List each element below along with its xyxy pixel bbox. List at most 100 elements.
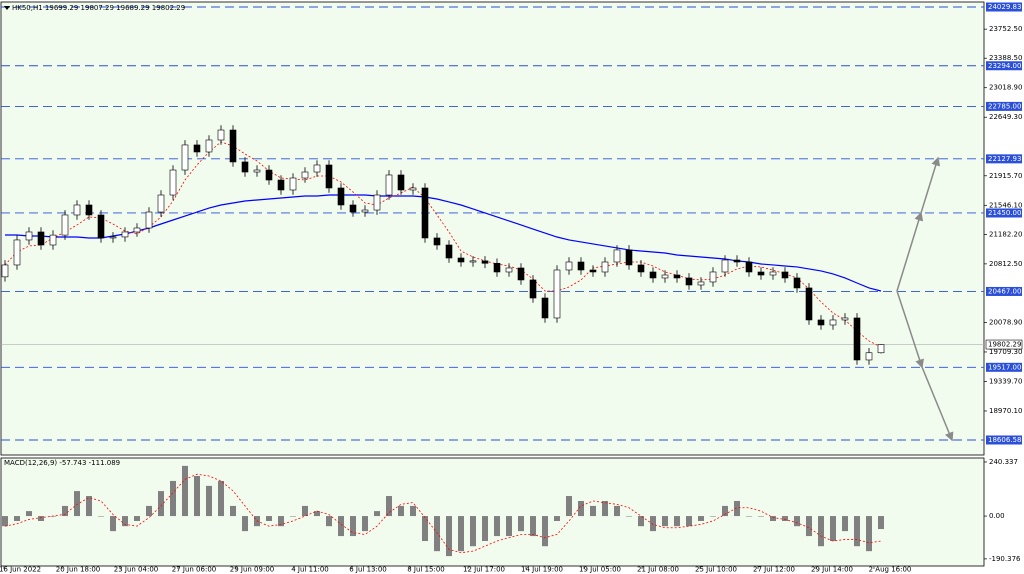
candle-body [229,129,237,163]
histogram-bar [698,516,704,521]
level-label-box [986,2,1022,12]
candle-body [313,164,321,173]
histogram-bar [338,516,344,537]
histogram-bar [230,505,236,517]
histogram-bar [746,516,752,517]
level-label-box [986,154,1022,164]
histogram-bar [302,505,308,517]
candle-body [613,249,621,263]
candle-body [109,236,117,239]
candle-body [505,267,513,273]
x-tick-label: 8 Jul 15:00 [407,566,445,574]
histogram-bar [422,516,428,542]
candle-body [421,187,429,239]
y-tick-label: 20078.90 [989,318,1022,326]
x-tick-label: 23 Jun 04:00 [114,566,158,574]
candle-body [169,169,177,196]
histogram-bar [722,505,728,517]
level-label-box [986,362,1022,372]
histogram-bar [494,516,500,537]
histogram-bar [842,516,848,532]
candle-body [445,244,453,259]
histogram-bar [278,516,284,527]
candle-body [361,209,369,213]
histogram-bar [158,491,164,517]
histogram-bar [110,516,116,532]
level-label: 21450.00 [988,209,1021,217]
histogram-bar [530,516,536,537]
candle-body [337,187,345,206]
candle-body [733,259,741,263]
candle-body [529,279,537,299]
y-tick-label: 23752.50 [989,25,1022,33]
candle-body [481,260,489,264]
signal-line [4,473,882,554]
candle-body [397,174,405,191]
x-tick-label: 29 Jun 09:00 [230,566,274,574]
histogram-bar [194,476,200,517]
histogram-bar [506,516,512,537]
candle-body [877,344,885,354]
candle-body [517,267,525,281]
x-tick-label: 25 Jul 10:00 [695,566,737,574]
candle-body [25,231,33,241]
histogram-bar [170,480,176,517]
candle-body [373,194,381,211]
y-tick-label: 22649.30 [989,113,1022,121]
level-label-box [986,208,1022,218]
y-tick-label: 19339.70 [989,377,1022,385]
arrow [920,156,941,214]
candle-body [493,262,501,273]
histogram-bar [734,500,740,517]
x-tick-label: 6 Jul 13:00 [349,566,387,574]
histogram-bar [146,505,152,517]
histogram-bar [638,516,644,527]
macd-panel [0,457,985,567]
histogram-bar [290,516,296,517]
histogram-bar [554,516,560,521]
level-label-box [986,101,1022,111]
x-tick-label: 20 Jun 18:00 [56,566,100,574]
y-tick-label: 20812.50 [989,260,1022,268]
histogram-bar [806,516,812,537]
histogram-bar [122,516,128,527]
histogram-bar [38,516,44,521]
candle-body [553,269,561,319]
y-tick-label: 23018.90 [989,84,1022,92]
symbol-icon [4,6,10,10]
histogram-bar [830,516,836,542]
histogram-bar [242,516,248,532]
x-tick-label: 14 Jul 19:00 [521,566,563,574]
candle-body [781,271,789,279]
candle-body [133,227,141,233]
candle-body [541,297,549,319]
histogram-bar [14,516,20,521]
candle-body [589,269,597,273]
histogram-bar [374,511,380,517]
chart-title: HK50,H1 19699.29 19807.29 19689.29 19802… [12,4,185,12]
level-label-box [986,435,1022,445]
histogram-bar [866,516,872,552]
x-tick-label: 27 Jul 12:00 [753,566,795,574]
candle-body [817,319,825,326]
candle-body [97,214,105,239]
candle-body [625,249,633,266]
histogram-bar [362,516,368,532]
histogram-bar [470,516,476,547]
histogram-bar [710,516,716,517]
y-tick-label: 18970.10 [989,407,1022,415]
histogram-bar [98,516,104,517]
histogram-bar [62,505,68,517]
candle-body [85,204,93,216]
candle-body [769,271,777,276]
histogram-bar [218,480,224,517]
level-label: 20467.00 [988,287,1021,295]
arrow [896,290,924,369]
y-tick-label: 21546.10 [989,201,1022,209]
candle-body [793,277,801,289]
price-panel [0,1,985,456]
candle-body [253,169,261,173]
histogram-bar [578,500,584,517]
candle-body [217,129,225,141]
